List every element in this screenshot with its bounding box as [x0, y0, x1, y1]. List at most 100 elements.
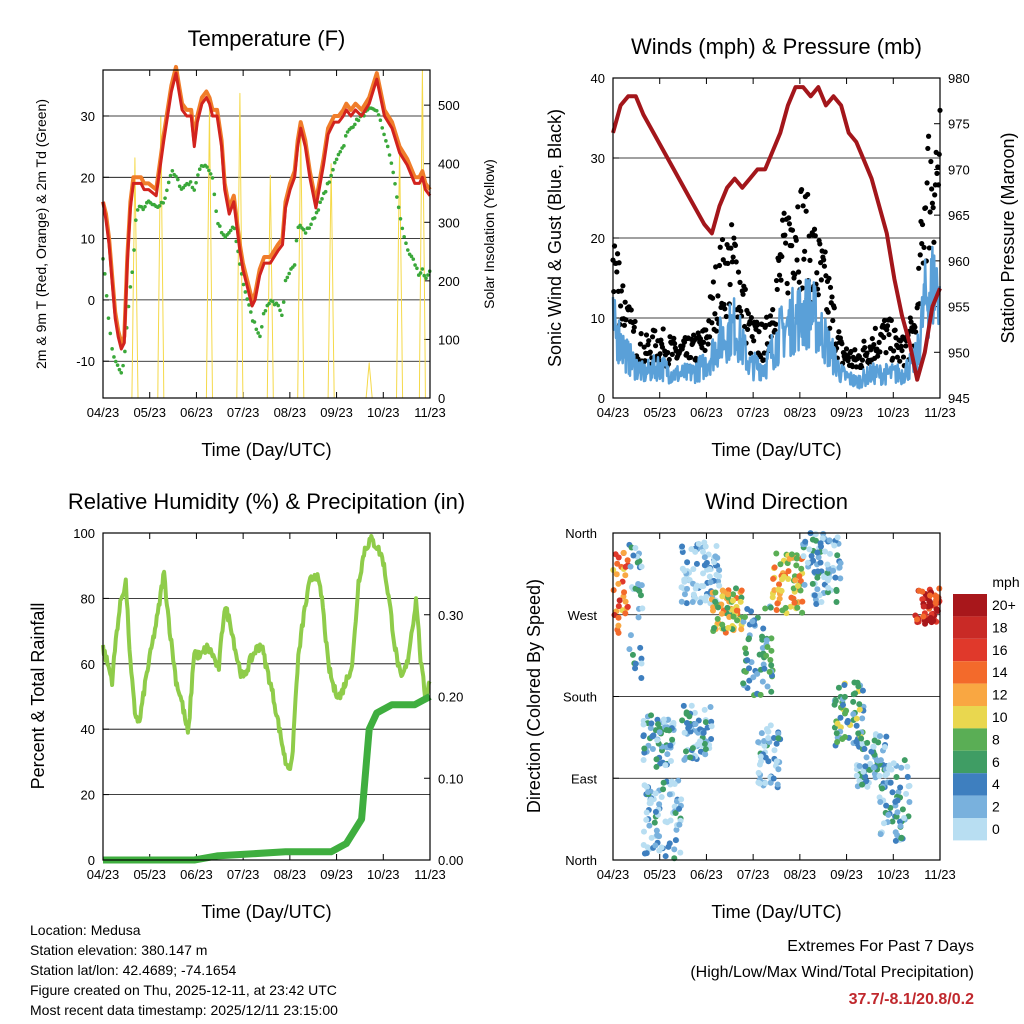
- dir-ytick-label: East: [571, 771, 597, 786]
- direction-point: [643, 816, 650, 823]
- direction-point: [887, 779, 894, 786]
- direction-point: [800, 553, 807, 560]
- direction-point: [680, 702, 687, 709]
- direction-point: [692, 548, 699, 555]
- dewpoint-point: [243, 290, 248, 294]
- direction-point: [850, 691, 857, 698]
- temp-ytick-label: 20: [81, 170, 95, 185]
- legend-swatch: [953, 683, 987, 706]
- rh-ytick-label: 100: [73, 526, 95, 541]
- direction-point: [832, 574, 839, 581]
- direction-point: [883, 802, 890, 809]
- direction-point: [770, 775, 777, 782]
- gust-point: [886, 331, 892, 338]
- dewpoint-point: [121, 363, 125, 368]
- temp-xtick-label: 04/23: [87, 405, 120, 420]
- dewpoint-point: [382, 132, 386, 137]
- direction-point: [702, 751, 709, 758]
- direction-point: [896, 818, 903, 825]
- direction-point: [889, 818, 896, 825]
- direction-point: [892, 837, 899, 844]
- direction-point: [711, 559, 718, 566]
- gust-point: [738, 308, 744, 314]
- direction-point: [792, 577, 799, 584]
- gust-point: [785, 290, 791, 296]
- gust-point: [872, 325, 878, 331]
- direction-point: [703, 593, 710, 600]
- direction-point: [864, 783, 871, 790]
- dewpoint-point: [320, 197, 324, 201]
- direction-point: [662, 853, 669, 860]
- direction-point: [643, 809, 650, 816]
- direction-point: [632, 544, 639, 551]
- gust-point: [931, 239, 937, 245]
- dewpoint-point: [387, 153, 392, 157]
- dewpoint-point: [345, 130, 350, 134]
- direction-point: [788, 551, 795, 558]
- direction-point: [892, 798, 899, 805]
- direction-point: [673, 826, 680, 833]
- direction-point: [652, 790, 659, 797]
- direction-point: [708, 736, 715, 743]
- temp-y2tick-label: 100: [438, 332, 460, 347]
- gust-point: [821, 263, 828, 269]
- wind-y2tick-label: 975: [948, 117, 970, 132]
- gust-point: [916, 265, 922, 271]
- direction-point: [774, 600, 781, 607]
- direction-point: [799, 609, 806, 616]
- direction-point: [859, 740, 866, 747]
- dir-xtick-label: 05/23: [643, 867, 676, 882]
- gust-point: [852, 347, 858, 353]
- direction-point: [615, 614, 622, 621]
- gust-point: [877, 349, 883, 355]
- gust-point: [628, 307, 634, 313]
- dewpoint-point: [112, 355, 116, 359]
- legend-label: 2: [992, 799, 1000, 815]
- temp-y2tick-label: 0: [438, 391, 445, 406]
- direction-point: [898, 764, 905, 771]
- gust-point: [897, 358, 903, 364]
- direction-point: [763, 652, 770, 659]
- gust-point: [888, 317, 894, 323]
- gust-point: [794, 257, 800, 263]
- rh-ytick-label: 20: [81, 788, 95, 803]
- direction-point: [692, 721, 699, 728]
- gust-point: [891, 348, 897, 354]
- wind-xtick-label: 07/23: [737, 405, 770, 420]
- direction-point: [844, 719, 851, 726]
- dewpoint-point: [287, 271, 291, 276]
- dewpoint-point: [108, 331, 113, 336]
- direction-point: [684, 559, 691, 566]
- wind-xtick-label: 04/23: [597, 405, 630, 420]
- gust-point: [671, 335, 677, 342]
- gust-point: [903, 343, 909, 349]
- direction-point: [711, 625, 718, 632]
- wind-ylabel: Sonic Wind & Gust (Blue, Black): [545, 109, 565, 367]
- direction-point: [793, 555, 800, 562]
- info-location: Location: Medusa: [30, 922, 141, 938]
- direction-point: [613, 571, 620, 578]
- direction-point: [649, 746, 656, 753]
- direction-point: [742, 645, 749, 652]
- gust-point: [659, 344, 666, 350]
- direction-point: [695, 540, 702, 547]
- direction-point: [734, 617, 741, 624]
- direction-point: [914, 616, 921, 623]
- legend-label: 0: [992, 821, 1000, 837]
- gust-point: [935, 164, 941, 170]
- insolation-line: [327, 163, 335, 399]
- gust-point: [786, 215, 792, 221]
- direction-point: [834, 534, 841, 541]
- direction-point: [660, 716, 667, 723]
- dewpoint-point: [161, 201, 166, 205]
- temp-ytick-label: 0: [88, 293, 95, 308]
- gust-point: [782, 232, 788, 238]
- dewpoint-point: [331, 167, 335, 172]
- rh-xtick-label: 09/23: [320, 867, 353, 882]
- direction-point: [889, 789, 896, 796]
- direction-point: [879, 785, 886, 792]
- gust-point: [926, 245, 932, 251]
- legend-label: 6: [992, 754, 1000, 770]
- dewpoint-point: [207, 168, 211, 173]
